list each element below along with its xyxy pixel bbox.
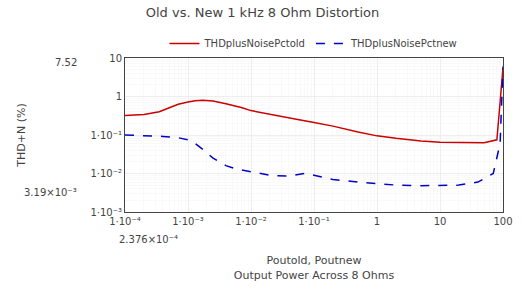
svg-text:1·10⁻³: 1·10⁻³ bbox=[90, 207, 122, 218]
svg-text:1: 1 bbox=[116, 91, 122, 102]
svg-text:3.19×10⁻³: 3.19×10⁻³ bbox=[24, 187, 77, 198]
svg-text:100: 100 bbox=[493, 216, 512, 227]
svg-text:7.52: 7.52 bbox=[55, 57, 77, 68]
svg-text:1·10⁻²: 1·10⁻² bbox=[235, 216, 267, 227]
svg-text:10: 10 bbox=[109, 53, 122, 64]
svg-text:1·10⁻¹: 1·10⁻¹ bbox=[298, 216, 330, 227]
svg-text:1·10⁻¹: 1·10⁻¹ bbox=[90, 130, 122, 141]
svg-text:THDplusNoisePctold: THDplusNoisePctold bbox=[204, 38, 305, 49]
svg-text:1·10⁻²: 1·10⁻² bbox=[90, 168, 122, 179]
svg-text:1·10⁻⁴: 1·10⁻⁴ bbox=[109, 216, 141, 227]
svg-text:Poutold, PoutnewOutput Power A: Poutold, PoutnewOutput Power Across 8 Oh… bbox=[234, 254, 395, 281]
svg-text:1·10⁻³: 1·10⁻³ bbox=[172, 216, 204, 227]
svg-text:1: 1 bbox=[374, 216, 380, 227]
svg-text:THDplusNoisePctnew: THDplusNoisePctnew bbox=[350, 38, 457, 49]
svg-text:Old vs. New 1 kHz 8 Ohm Distor: Old vs. New 1 kHz 8 Ohm Distortion bbox=[146, 5, 379, 20]
svg-text:THD+N (%): THD+N (%) bbox=[15, 103, 28, 167]
svg-text:10: 10 bbox=[434, 216, 447, 227]
svg-text:2.376×10⁻⁴: 2.376×10⁻⁴ bbox=[119, 234, 178, 245]
